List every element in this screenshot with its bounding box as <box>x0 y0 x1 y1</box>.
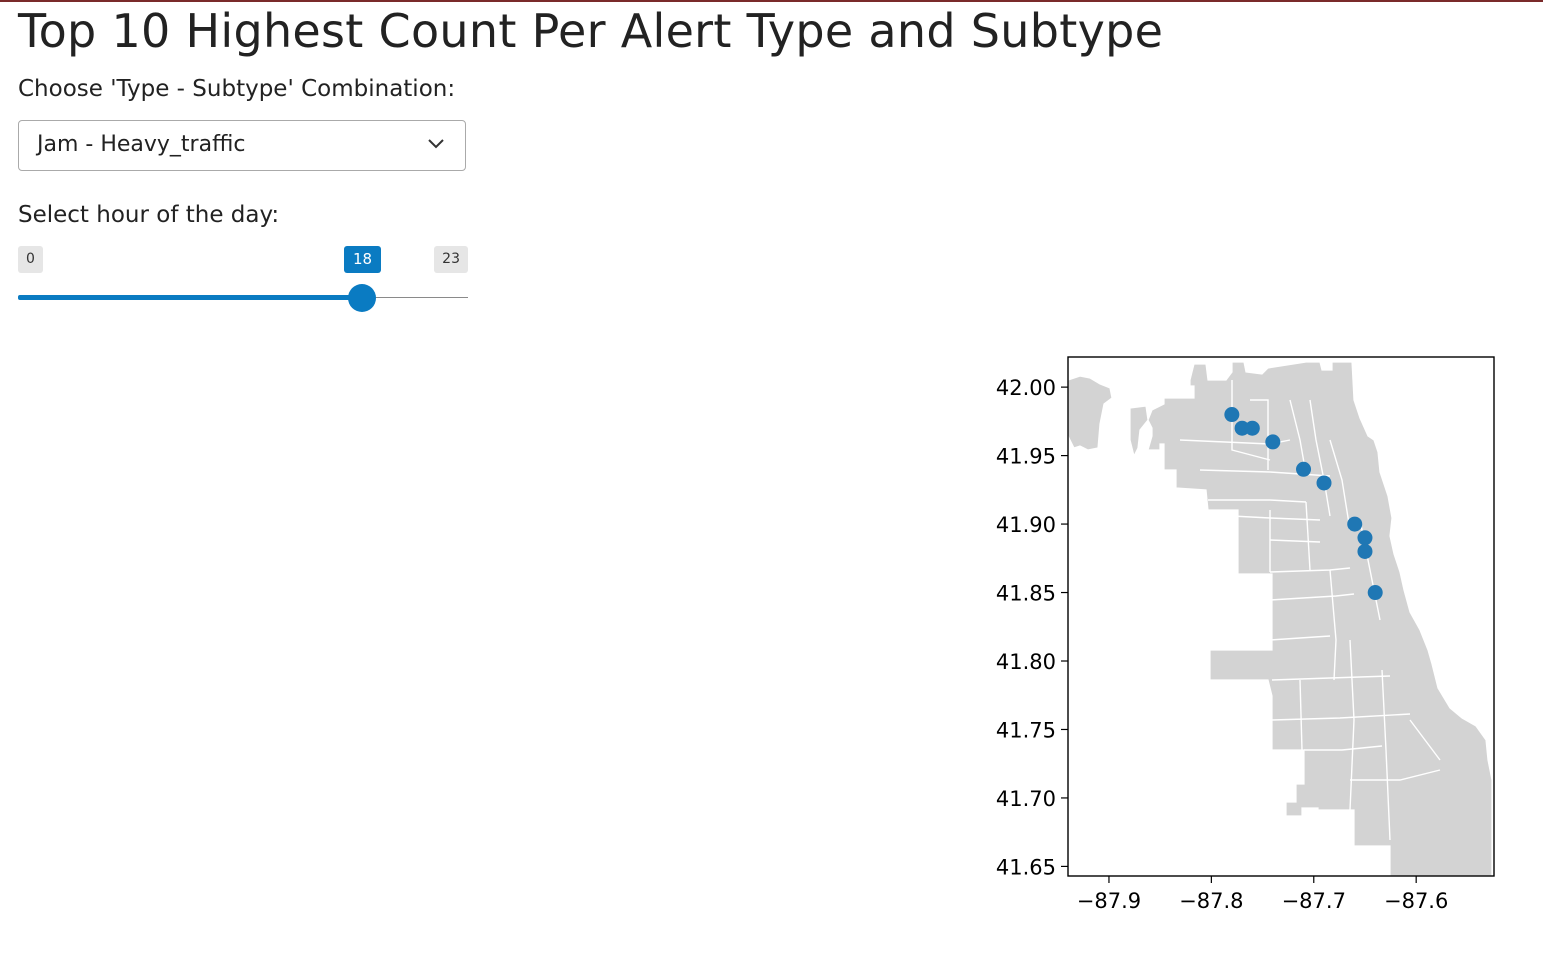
x-tick-label: −87.6 <box>1384 889 1448 913</box>
y-tick-label: 41.65 <box>996 855 1056 879</box>
hour-label: Select hour of the day: <box>18 202 280 228</box>
top-accent-rule <box>0 0 1543 2</box>
alert-point <box>1244 420 1260 436</box>
alert-point <box>1316 475 1332 491</box>
y-tick-label: 42.00 <box>996 376 1056 400</box>
y-tick-label: 41.95 <box>996 445 1056 469</box>
type-subtype-select-value: Jam - Heavy_traffic <box>37 132 246 157</box>
type-subtype-select[interactable]: Jam - Heavy_traffic <box>18 120 466 171</box>
combo-label: Choose 'Type - Subtype' Combination: <box>18 76 456 102</box>
plot-axes-frame <box>1067 356 1495 877</box>
y-tick-label: 41.85 <box>996 582 1056 606</box>
alert-point <box>1347 516 1363 532</box>
slider-fill <box>18 295 362 300</box>
alert-point <box>1224 407 1240 423</box>
hour-min-label: 0 <box>18 246 43 273</box>
ohare-area <box>1067 375 1113 451</box>
page-title: Top 10 Highest Count Per Alert Type and … <box>18 4 1164 58</box>
y-tick-label: 41.80 <box>996 650 1056 674</box>
alert-point <box>1357 543 1373 559</box>
west-enclave <box>1129 405 1149 458</box>
chicago-city-outline <box>1147 361 1493 877</box>
x-tick-label: −87.7 <box>1282 889 1346 913</box>
chevron-down-icon <box>428 139 444 149</box>
alert-points <box>1224 407 1383 601</box>
hour-current-value: 18 <box>344 246 382 273</box>
y-tick-label: 41.75 <box>996 718 1056 742</box>
alert-point <box>1296 461 1312 477</box>
alert-point <box>1265 434 1281 450</box>
chicago-neighborhoods-map <box>1067 361 1493 877</box>
y-tick-label: 41.70 <box>996 787 1056 811</box>
x-axis-ticks: −87.9 −87.8 −87.7 −87.6 <box>1077 876 1448 913</box>
x-tick-label: −87.9 <box>1077 889 1141 913</box>
alert-point <box>1357 530 1373 546</box>
hour-max-label: 23 <box>434 246 468 273</box>
alert-point <box>1367 585 1383 601</box>
y-tick-label: 41.90 <box>996 513 1056 537</box>
alert-map-chart: 42.00 41.95 41.90 41.85 41.80 41.75 41.70 41.65… <box>996 356 1495 913</box>
y-axis-ticks: 42.00 41.95 41.90 41.85 41.80 41.75 41.70 41.65 <box>996 376 1068 879</box>
slider-handle[interactable] <box>348 284 376 312</box>
hour-slider[interactable]: 0 18 23 <box>18 240 468 320</box>
x-tick-label: −87.8 <box>1179 889 1243 913</box>
